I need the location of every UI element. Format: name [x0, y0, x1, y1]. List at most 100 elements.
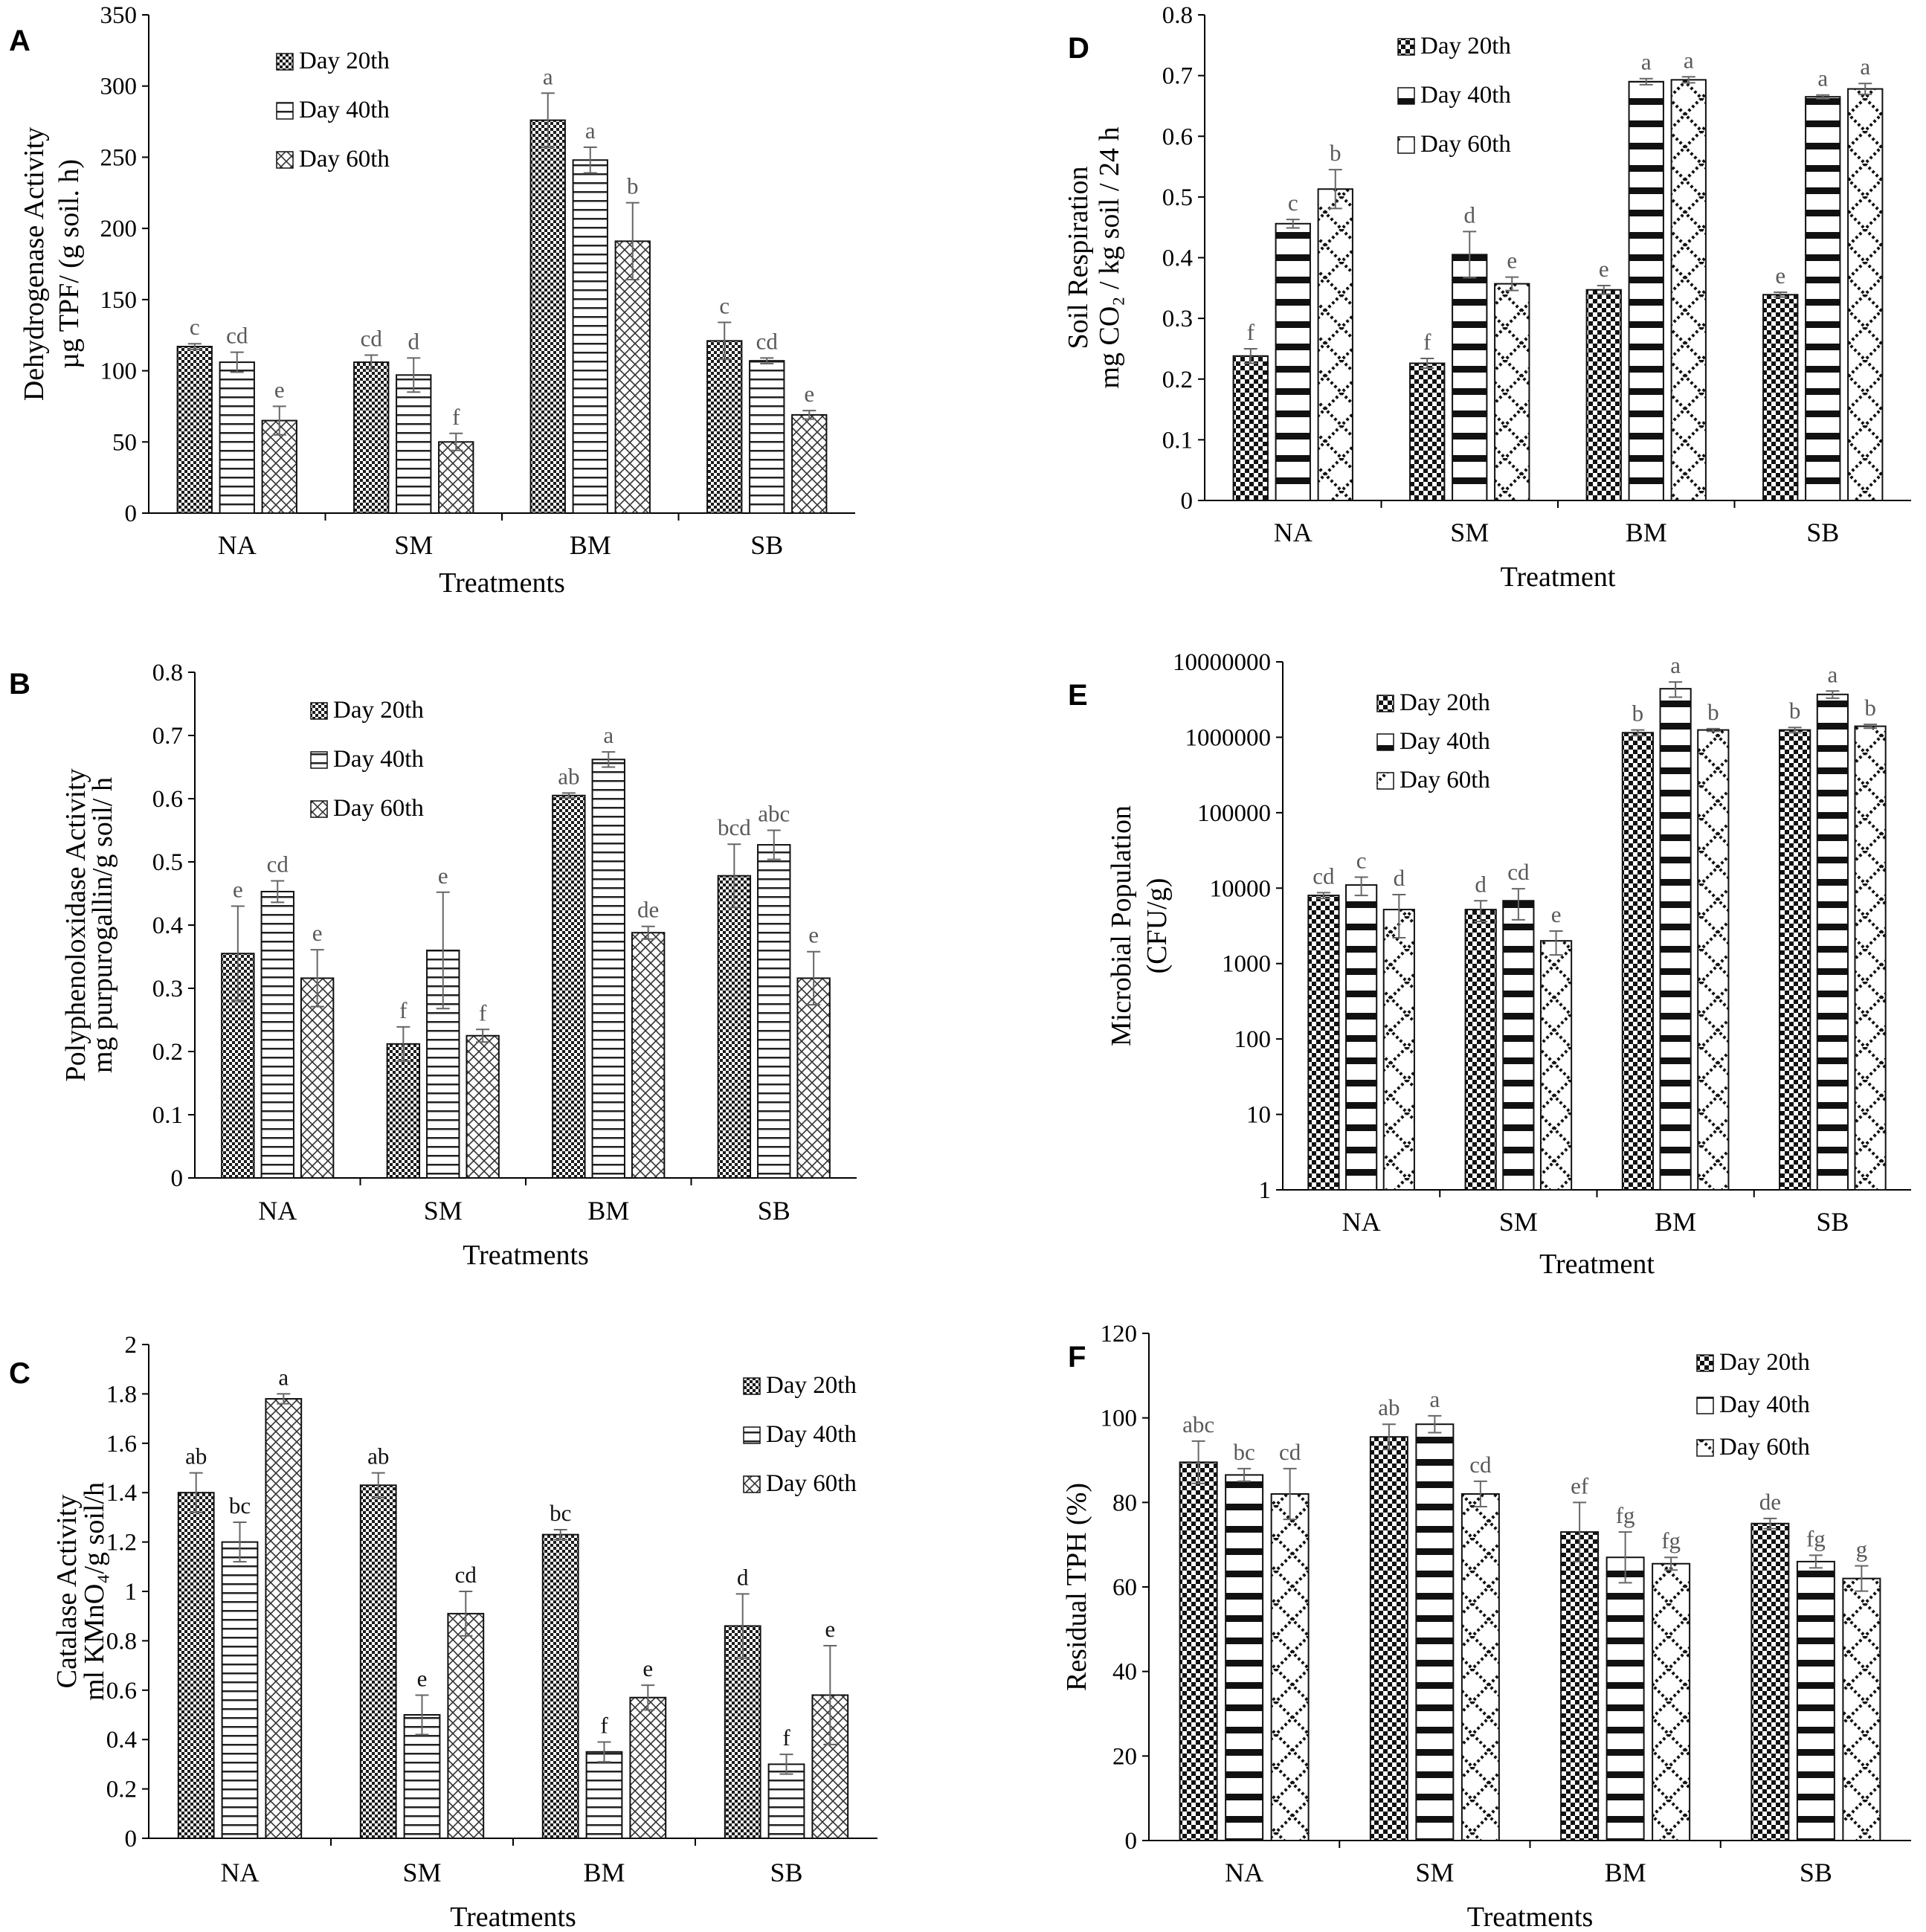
- significance-letter: f: [399, 997, 408, 1023]
- bar-day-40th: [1816, 693, 1849, 1191]
- significance-letter: ab: [558, 763, 579, 789]
- significance-letter: e: [804, 381, 814, 407]
- bar-day-40th: [219, 361, 255, 515]
- bar-day-40th: [591, 759, 625, 1179]
- bar-day-20th: [529, 119, 566, 514]
- legend-swatch: [276, 151, 294, 169]
- x-tick-label: SB: [1800, 1858, 1832, 1887]
- y-tick-label: 0.8: [152, 660, 183, 686]
- significance-letter: a: [278, 1364, 289, 1390]
- significance-letter: e: [1599, 256, 1609, 282]
- y-tick-label: 0.8: [106, 1628, 137, 1655]
- legend-label: Day 60th: [1719, 1434, 1810, 1461]
- bar-day-60th: [1460, 1493, 1500, 1841]
- significance-letter: e: [808, 922, 819, 948]
- bar-day-20th: [359, 1484, 397, 1839]
- bar-day-40th: [396, 374, 432, 515]
- legend-swatch: [310, 800, 328, 818]
- significance-letter: e: [312, 920, 323, 946]
- y-tick-label: 0.5: [152, 849, 183, 876]
- significance-letter: fg: [1806, 1525, 1826, 1551]
- bar-day-20th: [176, 346, 213, 514]
- significance-letter: a: [1827, 661, 1838, 687]
- legend-label: Day 60th: [1400, 767, 1490, 793]
- y-tick-label: 0.6: [1162, 123, 1193, 150]
- bar-day-40th: [260, 890, 294, 1179]
- significance-letter: f: [452, 404, 460, 430]
- panel-letter: C: [9, 1357, 30, 1390]
- y-axis-title: Soil Respiration: [1063, 167, 1094, 350]
- significance-letter: e: [642, 1655, 653, 1681]
- x-tick-label: NA: [1274, 518, 1313, 547]
- significance-letter: abc: [758, 801, 790, 827]
- legend-swatch: [1397, 38, 1415, 56]
- y-tick-label: 0: [1125, 1828, 1138, 1855]
- significance-letter: de: [1759, 1489, 1781, 1515]
- significance-letter: f: [1423, 329, 1431, 355]
- y-tick-label: 0.2: [106, 1777, 137, 1803]
- x-tick-label: SM: [394, 530, 433, 560]
- bar-day-40th: [1605, 1556, 1645, 1841]
- chart-panel-d: D 0 0.1 0.2 0.3 0.4 0.5 0.6 0.7 0.8 NA f c b SM f d e BM e a…: [1063, 2, 1911, 593]
- y-tick-label: 0.3: [1162, 306, 1193, 332]
- x-tick-label: NA: [1225, 1858, 1263, 1887]
- significance-letter: b: [627, 173, 639, 199]
- significance-letter: cd: [1469, 1452, 1492, 1478]
- y-tick-label: 0.7: [152, 723, 183, 750]
- significance-letter: b: [1330, 140, 1342, 166]
- y-tick-label: 1: [1259, 1177, 1272, 1204]
- significance-letter: cd: [1279, 1439, 1301, 1465]
- y-axis-title: Dehydrogenase Activity: [19, 127, 50, 401]
- significance-letter: a: [1641, 49, 1652, 75]
- bar-day-60th: [796, 977, 831, 1179]
- significance-letter: a: [1860, 54, 1870, 80]
- y-tick-label: 1000: [1222, 951, 1271, 978]
- significance-letter: cd: [1313, 863, 1335, 889]
- legend-label: Day 40th: [1420, 82, 1511, 109]
- panel-letter: D: [1068, 32, 1089, 65]
- significance-letter: d: [737, 1564, 749, 1590]
- significance-letter: f: [782, 1725, 790, 1751]
- y-tick-label: 50: [112, 429, 137, 456]
- y-tick-label: 200: [100, 216, 138, 242]
- legend-swatch: [310, 751, 328, 769]
- legend-label: Day 20th: [1719, 1349, 1810, 1376]
- y-tick-label: 0.4: [1162, 245, 1193, 272]
- legend-swatch: [1376, 733, 1394, 751]
- y-tick-label: 120: [1101, 1321, 1138, 1347]
- bar-day-40th: [1275, 222, 1311, 501]
- x-axis-title: Treatments: [463, 1240, 589, 1271]
- significance-letter: b: [1707, 699, 1719, 725]
- bar-day-40th: [1345, 884, 1378, 1191]
- bar-day-60th: [447, 1612, 485, 1839]
- y-tick-label: 0.6: [152, 786, 183, 813]
- bar-day-20th: [724, 1625, 761, 1839]
- x-axis-title: Treatments: [450, 1902, 576, 1932]
- bar-day-20th: [717, 875, 752, 1179]
- legend-label: Day 60th: [1420, 131, 1511, 158]
- legend-label: Day 20th: [766, 1372, 857, 1399]
- legend-label: Day 40th: [766, 1421, 857, 1448]
- x-tick-label: SM: [1499, 1207, 1538, 1237]
- bar-day-20th: [541, 1533, 579, 1839]
- bar-day-20th: [353, 361, 390, 515]
- bar-day-60th: [1494, 283, 1530, 501]
- legend-label: Day 40th: [299, 97, 390, 123]
- bar-day-20th: [1464, 909, 1497, 1191]
- significance-letter: f: [479, 999, 487, 1025]
- x-tick-label: BM: [583, 1858, 625, 1887]
- y-axis-title: Polyphenoloxidase Activity: [60, 768, 91, 1081]
- significance-letter: f: [1247, 319, 1255, 345]
- bar-day-60th: [629, 1696, 667, 1840]
- x-tick-label: SM: [1415, 1858, 1454, 1887]
- bar-day-20th: [1560, 1531, 1600, 1842]
- legend-swatch: [276, 53, 294, 71]
- legend-swatch: [743, 1377, 761, 1395]
- legend-label: Day 20th: [1400, 689, 1490, 716]
- significance-letter: a: [1817, 65, 1828, 91]
- significance-letter: e: [233, 877, 243, 903]
- significance-letter: bc: [1233, 1439, 1255, 1465]
- panel-letter: B: [9, 668, 30, 701]
